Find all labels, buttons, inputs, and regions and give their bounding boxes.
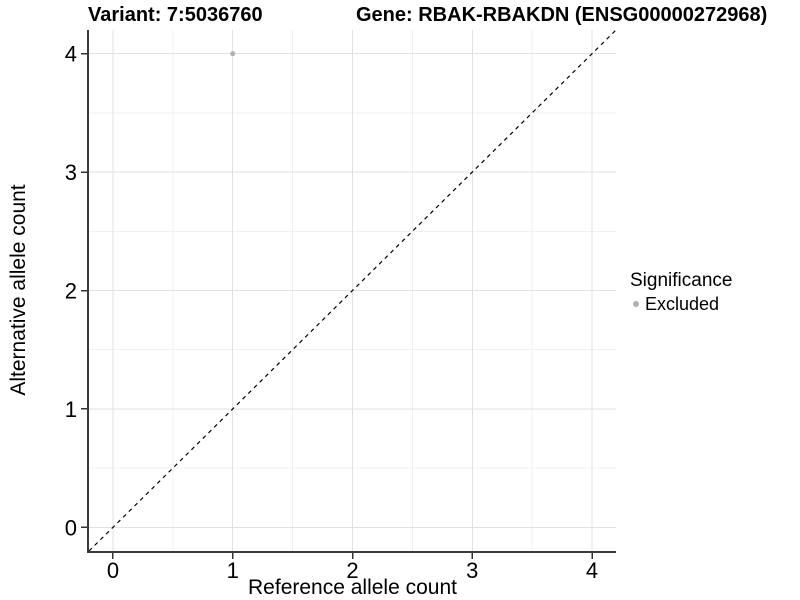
- x-tick-label: 2: [346, 558, 358, 583]
- legend-item-excluded: Excluded: [628, 293, 732, 315]
- excluded-point-marker-icon: [633, 301, 639, 307]
- y-tick-label: 0: [65, 515, 77, 540]
- legend: Significance Excluded: [628, 269, 732, 315]
- x-tick-label: 1: [227, 558, 239, 583]
- plot-title-gene: Gene: RBAK-RBAKDN (ENSG00000272968): [356, 4, 768, 26]
- legend-title: Significance: [630, 270, 733, 291]
- x-axis-title: Reference allele count: [248, 576, 457, 599]
- y-tick-label: 4: [65, 42, 77, 67]
- data-point-excluded: [230, 51, 236, 57]
- y-tick-label: 1: [65, 397, 77, 422]
- identity-reference-line: [88, 29, 617, 552]
- x-tick-label: 3: [466, 558, 478, 583]
- x-tick-label: 4: [586, 558, 598, 583]
- y-tick-label: 3: [65, 160, 77, 185]
- y-tick-label: 2: [65, 279, 77, 304]
- plot-title: Variant: 7:5036760 Gene: RBAK-RBAKDN (EN…: [0, 3, 800, 27]
- legend-item-label: Excluded: [645, 293, 720, 314]
- x-tick-label: 0: [107, 558, 119, 583]
- y-axis-title: Alternative allele count: [7, 184, 30, 396]
- plot-title-variant: Variant: 7:5036760: [88, 4, 263, 26]
